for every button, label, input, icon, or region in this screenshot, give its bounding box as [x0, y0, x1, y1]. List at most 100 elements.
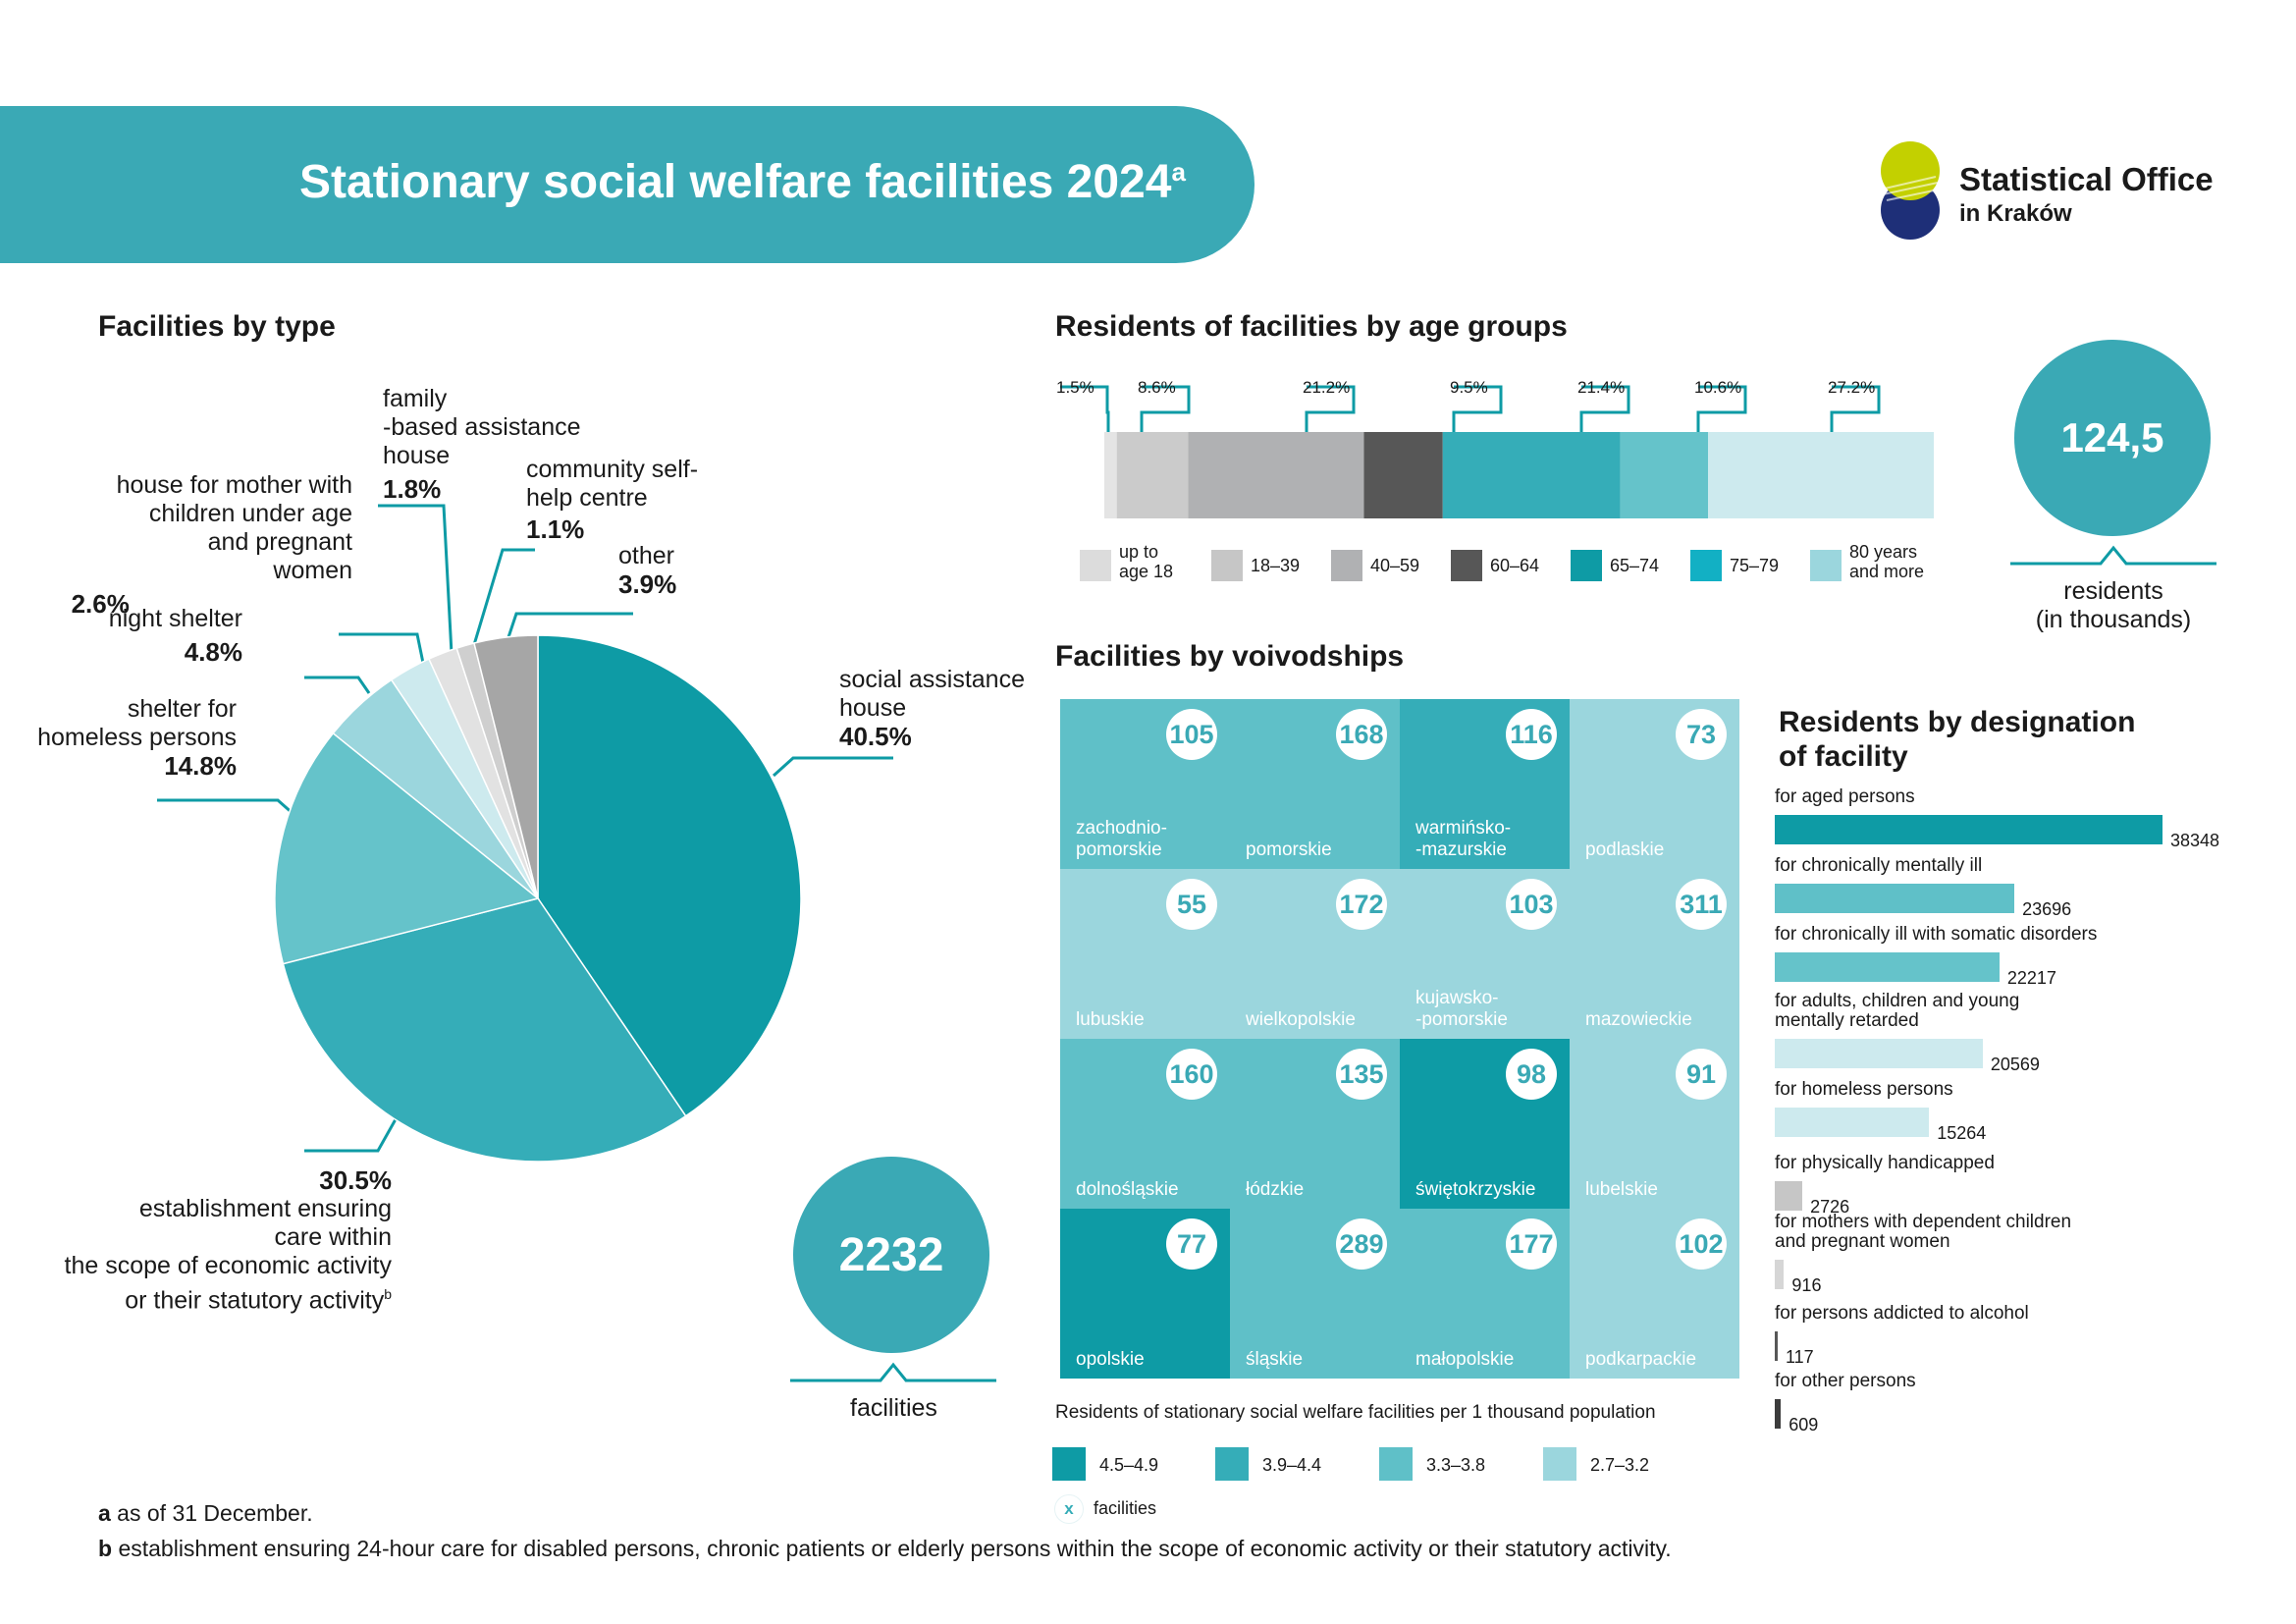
- density-legend-swatch-1: [1215, 1447, 1249, 1481]
- total-residents-bracket: [2010, 545, 2216, 566]
- age-leader-6: [1830, 385, 1881, 432]
- age-legend-label-75-79: 75–79: [1730, 556, 1780, 575]
- designation-label-8: for other persons: [1775, 1371, 1916, 1391]
- designation-value-6: 916: [1791, 1275, 1822, 1295]
- age-bar-segments: [1104, 432, 1934, 518]
- density-legend-label-0: 4.5–4.9: [1099, 1455, 1159, 1475]
- designation-title: Residents by designation of facility: [1779, 706, 2136, 773]
- voivodship-facilities-count: 289: [1336, 1218, 1387, 1270]
- voivodships-title: Facilities by voivodships: [1055, 640, 1405, 673]
- voivodship-tile-dolno-l-skie: 160 dolnośląskie: [1060, 1039, 1230, 1209]
- age-legend-swatch-60-64: [1451, 550, 1482, 581]
- designation-bar-5: [1775, 1181, 1803, 1211]
- statistical-office-logo: Statistical Office in Kraków: [1865, 137, 2214, 255]
- voivodship-tile-podlaskie: 73 podlaskie: [1570, 699, 1739, 869]
- designation-label-0: for aged persons: [1775, 786, 1915, 807]
- age-leader-1: [1140, 385, 1191, 432]
- density-legend-label-3: 2.7–3.2: [1590, 1455, 1650, 1475]
- age-leader-3: [1452, 385, 1503, 432]
- age-legend-label-60-64: 60–64: [1490, 556, 1540, 575]
- density-legend-swatch-0: [1052, 1447, 1086, 1481]
- age-pct-60-64: 9.5%: [1450, 378, 1488, 397]
- pie-label-house-for-mother: house for mother with children under age …: [71, 471, 352, 619]
- age-legend-swatch-40-59: [1331, 550, 1362, 581]
- age-pct-75-79: 10.6%: [1694, 378, 1742, 397]
- voivodship-facilities-count: 168: [1336, 709, 1387, 760]
- designation-label-7: for persons addicted to alcohol: [1775, 1303, 2029, 1324]
- pie-slice-establishment-ensuring-care-within-the-s: [282, 897, 687, 1163]
- age-legend-swatch-75-79: [1690, 550, 1722, 581]
- page-title: Stationary social welfare facilities 202…: [299, 156, 1186, 208]
- designation-bar-7: [1775, 1331, 1778, 1361]
- designation-bar-6: [1775, 1260, 1785, 1289]
- voivodship-facilities-count: 102: [1676, 1218, 1727, 1270]
- facilities-by-type-title: Facilities by type: [98, 310, 336, 343]
- designation-value-7: 117: [1786, 1347, 1814, 1367]
- designation-label-1: for chronically mentally ill: [1775, 855, 1983, 876]
- voivodship-facilities-count: 311: [1676, 879, 1727, 930]
- facilities-marker-icon: x: [1054, 1494, 1084, 1524]
- age-legend-swatch-65-74: [1571, 550, 1602, 581]
- voivodship-tile-l-skie: 289 śląskie: [1230, 1209, 1400, 1379]
- voivodship-name: kujawsko- -pomorskie: [1415, 988, 1508, 1030]
- density-legend-swatch-2: [1379, 1447, 1413, 1481]
- voivodship-tile-pomorskie: 105 zachodnio-pomorskie: [1060, 699, 1230, 869]
- voivodship-name: dolnośląskie: [1076, 1179, 1179, 1200]
- total-residents-label: residents (in thousands): [2035, 577, 2192, 633]
- voivodship-facilities-count: 91: [1676, 1049, 1727, 1100]
- designation-value-0: 38348: [2170, 831, 2220, 850]
- age-leader-2: [1305, 385, 1356, 432]
- designation-label-3: for adults, children and young mentally r…: [1775, 991, 2020, 1031]
- voivodship-facilities-count: 55: [1166, 879, 1217, 930]
- density-legend-label-2: 3.3–3.8: [1426, 1455, 1486, 1475]
- designation-value-3: 20569: [1990, 1055, 2040, 1074]
- voivodship-name: wielkopolskie: [1246, 1009, 1356, 1030]
- voivodship-tile-pomorskie: 103 kujawsko- -pomorskie: [1400, 869, 1570, 1039]
- voivodship-tile-map: 105 zachodnio-pomorskie 168 pomorskie 116 war…: [1060, 699, 1739, 1379]
- voivodship-tile-mazowieckie: 311 mazowieckie: [1570, 869, 1739, 1039]
- density-legend-swatch-3: [1543, 1447, 1576, 1481]
- logo-line-2: in Kraków: [1959, 200, 2072, 227]
- age-leader-5: [1696, 385, 1747, 432]
- voivodship-tile-wi-tokrzyskie: 98 świętokrzyskie: [1400, 1039, 1570, 1209]
- pie-label-night-shelter: night shelter 4.8%: [108, 605, 242, 667]
- pie-label-social-assistance-house: social assistance house 40.5%: [839, 666, 1025, 751]
- total-residents-circle: 124,5: [2014, 340, 2211, 536]
- voivodship-facilities-count: 177: [1506, 1218, 1557, 1270]
- age-bar-up-to-age-18: [1104, 432, 1117, 518]
- voivodship-name: małopolskie: [1415, 1349, 1515, 1370]
- age-bar-75-79: [1620, 432, 1709, 518]
- pie-label-community-self-help: community self-help centre 1.1%: [526, 456, 699, 544]
- age-legend-swatch-up-to-age-18: [1080, 550, 1111, 581]
- voivodship-name: lubelskie: [1585, 1179, 1658, 1200]
- age-bar-60-64: [1363, 432, 1443, 518]
- voivodship-name: zachodnio-pomorskie: [1076, 818, 1167, 860]
- voivodship-tile-dzkie: 135 łódzkie: [1230, 1039, 1400, 1209]
- footnote-b: b establishment ensuring 24-hour care fo…: [98, 1536, 1672, 1561]
- pie-slice-social-assistance-house: [537, 634, 802, 1117]
- voivodship-facilities-count: 103: [1506, 879, 1557, 930]
- voivodship-name: podlaskie: [1585, 839, 1665, 860]
- pie-label-family-based: family -based assistance house 1.8%: [383, 385, 581, 504]
- designation-value-5: 2726: [1810, 1197, 1850, 1217]
- voivodship-tile-opolskie: 77 opolskie: [1060, 1209, 1230, 1379]
- designation-label-6: for mothers with dependent children and p…: [1775, 1212, 2072, 1252]
- designation-bar-2: [1775, 952, 2000, 982]
- designation-label-4: for homeless persons: [1775, 1079, 1953, 1100]
- voivodship-facilities-count: 116: [1506, 709, 1557, 760]
- designation-label-5: for physically handicapped: [1775, 1153, 1995, 1173]
- age-leader-lines: [1060, 385, 1881, 432]
- pie-slices: [274, 634, 802, 1163]
- voivodship-tile-wielkopolskie: 172 wielkopolskie: [1230, 869, 1400, 1039]
- age-bar-18-39: [1116, 432, 1189, 518]
- age-bar-65-74: [1442, 432, 1621, 518]
- voivodship-name: lubuskie: [1076, 1009, 1145, 1030]
- voivodship-name: śląskie: [1246, 1349, 1304, 1370]
- voivodship-legend-title: Residents of stationary social welfare f…: [1055, 1402, 1656, 1423]
- voivodship-name: mazowieckie: [1585, 1009, 1692, 1030]
- designation-bar-1: [1775, 884, 2015, 913]
- age-legend-swatch-18-39: [1211, 550, 1243, 581]
- voivodship-tile-lubelskie: 91 lubelskie: [1570, 1039, 1739, 1209]
- age-pct-80-years-and-more: 27.2%: [1828, 378, 1876, 397]
- voivodship-name: warmińsko- -mazurskie: [1415, 818, 1512, 860]
